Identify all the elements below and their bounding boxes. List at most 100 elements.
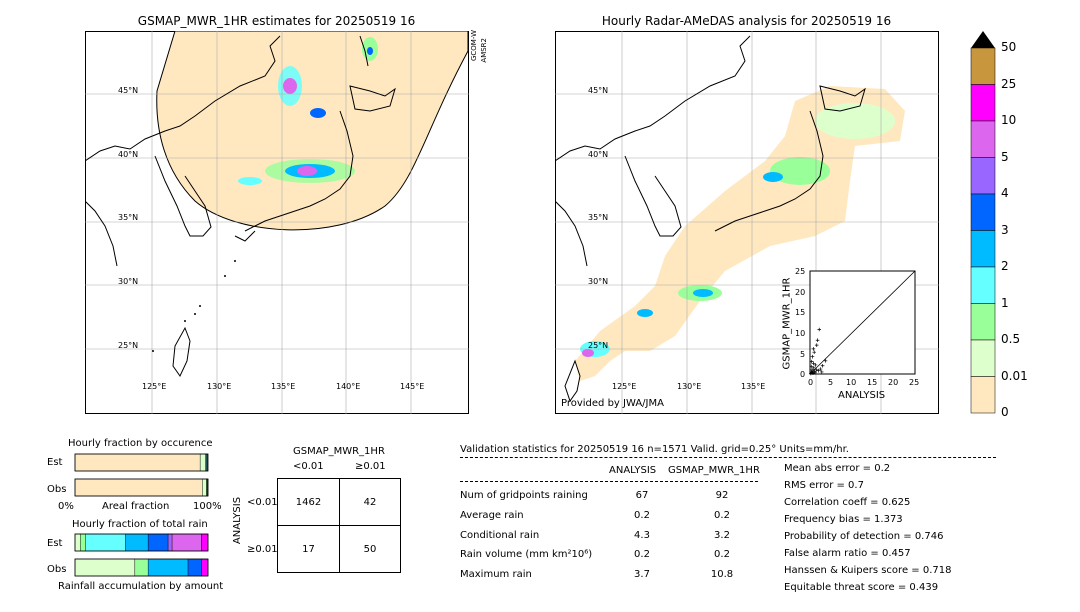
scatter-point — [809, 359, 814, 364]
colorbar-label: 4 — [1001, 186, 1009, 200]
right-map-gridlines — [555, 31, 939, 414]
colorbar-segment — [970, 120, 996, 158]
right-map-rain-core — [582, 349, 594, 357]
left-map-sensor-label-1: GCOM-W — [470, 30, 478, 62]
scatter-inset — [809, 270, 916, 376]
colorbar-segment — [970, 303, 996, 341]
right-map-rain-cell — [693, 289, 713, 297]
stat-label: Num of gridpoints raining — [460, 490, 588, 501]
left-lon-label: 130°E — [207, 382, 232, 391]
left-lat-label: 35°N — [118, 213, 139, 222]
stat-label: Maximum rain — [460, 569, 532, 580]
stat-label: Conditional rain — [460, 530, 540, 541]
scatter-point — [811, 361, 816, 366]
left-map-title: GSMAP_MWR_1HR estimates for 20250519 16 — [137, 14, 416, 28]
scatter-x-tick: 5 — [828, 378, 834, 387]
right-lon-label: 135°E — [741, 382, 766, 391]
left-map-gridlines — [85, 31, 469, 414]
colorbar-segment — [970, 376, 996, 414]
stat-gsmap: 3.2 — [714, 530, 730, 541]
stat-analysis: 3.7 — [634, 569, 650, 580]
left-lon-label: 145°E — [400, 382, 425, 391]
scatter-point — [810, 354, 815, 359]
colorbar-label: 3 — [1001, 222, 1009, 237]
stat-analysis: 67 — [635, 490, 649, 501]
stat-gsmap: 0.2 — [714, 510, 730, 521]
contingency-cell: 42 — [363, 497, 377, 508]
stacked-bar-frame — [74, 533, 209, 552]
contingency-side-label: ANALYSIS — [232, 496, 244, 545]
score: Probability of detection = 0.746 — [784, 531, 944, 542]
total-rain-row-label: Obs — [47, 564, 67, 575]
left-map-swath — [156, 31, 469, 231]
right-map-credit: Provided by JWA/JMA — [561, 398, 664, 409]
right-lon-label: 125°E — [612, 382, 637, 391]
total-rain-footer: Rainfall accumulation by amount — [58, 581, 224, 592]
stacked-bar-segment — [147, 558, 189, 577]
total-rain-chart — [74, 533, 209, 577]
stacked-bar-segment — [167, 533, 173, 552]
stat-analysis: 4.3 — [634, 530, 650, 541]
left-map — [85, 31, 469, 414]
score: Correlation coeff = 0.625 — [784, 497, 911, 508]
right-map-rain-cell — [763, 172, 783, 182]
stacked-bar-segment — [202, 478, 207, 497]
colorbar-segment — [970, 230, 996, 268]
left-lat-label: 30°N — [118, 277, 139, 286]
scatter-point — [814, 368, 819, 372]
left-map-rain-cell — [310, 108, 326, 118]
contingency-divider — [278, 525, 400, 526]
colorbar-label: 2 — [1001, 259, 1009, 273]
scatter-point — [814, 343, 819, 347]
contingency-col-lt: <0.01 — [293, 461, 324, 472]
left-map-rain-core — [367, 47, 373, 55]
scatter-y-tick: 5 — [800, 350, 806, 359]
contingency-title: GSMAP_MWR_1HR — [293, 446, 385, 457]
stacked-bar-frame — [74, 453, 209, 472]
left-lon-label: 125°E — [142, 382, 167, 391]
stacked-bar-segment — [80, 533, 86, 552]
occurrence-axis-left: 0% — [58, 501, 74, 512]
stacked-bar-segment — [171, 533, 202, 552]
right-lat-label: 45°N — [588, 86, 609, 95]
left-lat-label: 45°N — [118, 86, 139, 95]
right-map-rain-area — [815, 103, 895, 139]
right-map-rain-area — [770, 157, 830, 185]
scatter-y-tick: 10 — [795, 329, 806, 338]
score: RMS error = 0.7 — [784, 480, 864, 491]
contingency-cell: 1462 — [295, 497, 322, 508]
stacked-bar-segment — [201, 533, 209, 552]
left-map-rain-core — [297, 166, 317, 176]
scatter-point — [816, 368, 821, 373]
right-map — [555, 31, 939, 414]
contingency-row-ge: ≥0.01 — [247, 544, 278, 555]
total-rain-title: Hourly fraction of total rain — [72, 519, 208, 530]
scatter-y-tick: 0 — [800, 370, 806, 379]
validation-divider — [460, 481, 758, 482]
score: Frequency bias = 1.373 — [784, 514, 903, 525]
colorbar-label: 0 — [1001, 405, 1009, 419]
contingency-cell: 17 — [302, 544, 315, 555]
scatter-x-tick: 25 — [909, 378, 920, 387]
stacked-bar-segment — [187, 558, 202, 577]
scatter-diagonal — [809, 270, 916, 375]
score: Mean abs error = 0.2 — [784, 463, 891, 474]
stat-analysis: 0.2 — [634, 510, 650, 521]
colorbar-segment — [970, 157, 996, 195]
scatter-point — [810, 370, 814, 375]
stacked-bar-segment — [201, 558, 209, 577]
colorbar-segment — [970, 193, 996, 231]
scatter-point — [811, 366, 816, 370]
occurrence-title: Hourly fraction by occurence — [68, 438, 213, 449]
scatter-y-label: GSMAP_MWR_1HR — [781, 277, 793, 370]
stat-gsmap: 92 — [715, 490, 729, 501]
stacked-bar-frame — [74, 558, 209, 577]
colorbar-label: 10 — [1001, 113, 1017, 127]
right-lat-label: 40°N — [588, 150, 609, 159]
colorbar-label: 50 — [1001, 40, 1017, 54]
right-map-coastline — [555, 35, 866, 403]
occurrence-axis-label: Areal fraction — [102, 501, 170, 512]
colorbar-label: 25 — [1001, 76, 1017, 91]
colorbar-extend-arrow — [971, 31, 995, 48]
occurrence-row-label: Est — [47, 457, 63, 468]
